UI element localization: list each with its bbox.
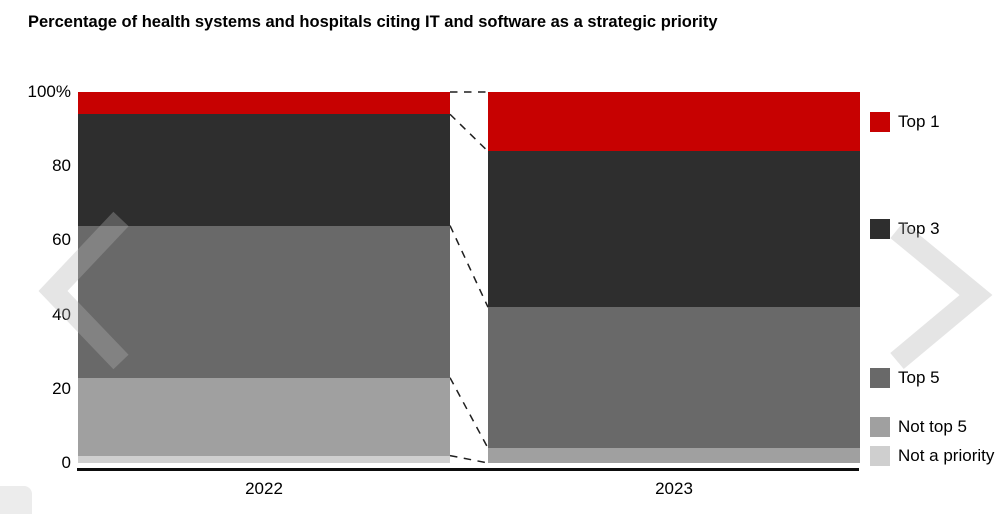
- y-tick-100: 100%: [27, 82, 71, 101]
- x-label-2022: 2022: [245, 479, 283, 498]
- bar-2022-segment-not-a-priority: [78, 455, 450, 463]
- x-axis-line: [77, 468, 859, 471]
- legend-item-top-1: Top 1: [870, 111, 940, 132]
- legend-swatch-not-a-priority: [870, 446, 890, 466]
- y-tick-80: 80: [52, 156, 71, 176]
- legend-label-not-top-5: Not top 5: [898, 417, 967, 436]
- legend-swatch-not-top-5: [870, 417, 890, 437]
- x-label-2023: 2023: [655, 479, 693, 498]
- bar-2022-segment-not-top-5: [78, 377, 450, 456]
- bottom-left-scroll-fragment[interactable]: [0, 486, 32, 514]
- legend-item-not-top-5: Not top 5: [870, 417, 967, 437]
- legend-label-not-a-priority: Not a priority: [898, 446, 995, 465]
- bar-2022-segment-top-1: [78, 92, 450, 115]
- legend-item-top-5: Top 5: [870, 367, 940, 388]
- chart-title: Percentage of health systems and hospita…: [28, 13, 718, 31]
- y-tick-0: 0: [61, 453, 71, 472]
- y-tick-20: 20: [52, 378, 71, 398]
- y-tick-60: 60: [52, 230, 71, 250]
- legend-item-not-a-priority: Not a priority: [870, 446, 994, 466]
- bar-2023-segment-top-1: [488, 92, 860, 152]
- legend-swatch-top-3: [870, 219, 890, 240]
- y-tick-40: 40: [52, 304, 71, 324]
- legend-label-top-3: Top 3: [898, 219, 940, 239]
- legend-item-top-3: Top 3: [870, 219, 940, 240]
- legend-swatch-top-5: [870, 367, 890, 388]
- bar-2022-segment-top-3: [78, 114, 450, 226]
- bar-2023-segment-not-top-5: [488, 448, 860, 463]
- legend-swatch-top-1: [870, 111, 890, 132]
- bar-2023-segment-top-5: [488, 307, 860, 449]
- bar-2023-segment-top-3: [488, 151, 860, 308]
- legend-label-top-1: Top 1: [898, 111, 940, 131]
- chevron-left-icon[interactable]: [38, 211, 129, 370]
- legend-label-top-5: Top 5: [898, 367, 940, 387]
- chevron-right-icon[interactable]: [890, 221, 993, 370]
- bar-2022-segment-top-5: [78, 225, 450, 378]
